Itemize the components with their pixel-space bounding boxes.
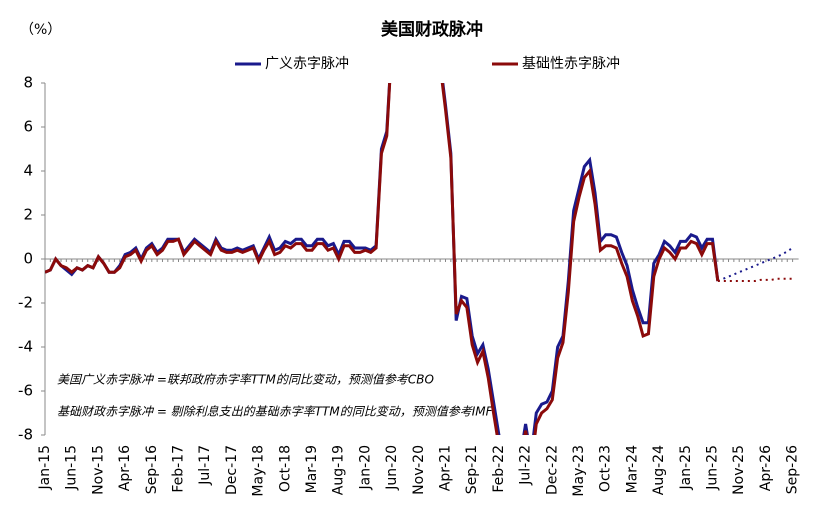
x-tick-label: Mar-19 xyxy=(304,445,320,493)
x-tick-label: Sep-21 xyxy=(464,445,480,494)
x-tick-label: Oct-18 xyxy=(277,445,293,492)
x-tick-label: Jun-15 xyxy=(64,445,80,491)
forecast-line xyxy=(717,277,793,282)
x-tick-label: Feb-17 xyxy=(171,445,187,493)
y-tick-label: 6 xyxy=(23,118,33,136)
x-tick-label: Dec-17 xyxy=(224,445,240,495)
x-tick-label: May-23 xyxy=(571,445,587,497)
x-tick-label: Aug-24 xyxy=(651,445,667,495)
x-tick-label: Jul-17 xyxy=(197,445,213,486)
y-tick-label: -6 xyxy=(18,382,33,400)
y-tick-label: 8 xyxy=(23,74,33,92)
x-tick-label: Sep-26 xyxy=(785,445,801,494)
y-tick-label: -4 xyxy=(18,338,33,356)
x-tick-label: Nov-20 xyxy=(411,445,427,495)
plot-area xyxy=(45,83,794,435)
x-tick-label: Feb-22 xyxy=(491,445,507,493)
y-tick-label: 2 xyxy=(23,206,33,224)
x-tick-label: Jan-25 xyxy=(678,445,694,490)
chart-title: 美国财政脉冲 xyxy=(381,19,483,40)
x-tick-label: Nov-25 xyxy=(731,445,747,495)
y-tick-label: -2 xyxy=(18,294,33,312)
x-tick-label: Apr-21 xyxy=(438,445,454,491)
series-line xyxy=(45,83,720,435)
annotation: 美国广义赤字脉冲 =联邦政府赤字率TTM的同比变动，预测值参考CBO xyxy=(57,373,434,387)
x-tick-label: Jun-25 xyxy=(705,445,721,491)
x-tick-label: Jan-15 xyxy=(37,445,53,490)
y-tick-label: 0 xyxy=(23,250,33,268)
x-tick-label: Jul-22 xyxy=(518,445,534,486)
legend-label: 基础性赤字脉冲 xyxy=(522,55,620,72)
y-unit: （%） xyxy=(20,22,61,38)
x-tick-label: May-18 xyxy=(251,445,267,497)
y-tick-label: 4 xyxy=(23,162,33,180)
x-tick-label: Apr-16 xyxy=(117,445,133,491)
x-tick-label: Jun-20 xyxy=(384,445,400,491)
y-tick-label: -8 xyxy=(18,426,33,444)
x-tick-label: Aug-19 xyxy=(331,445,347,495)
x-tick-label: Apr-26 xyxy=(758,445,774,491)
x-tick-label: Sep-16 xyxy=(144,445,160,494)
x-tick-label: Jan-20 xyxy=(357,445,373,490)
x-tick-label: Nov-15 xyxy=(90,445,106,495)
x-tick-label: Mar-24 xyxy=(624,445,640,493)
x-tick-label: Oct-23 xyxy=(598,445,614,492)
x-tick-label: Dec-22 xyxy=(544,445,560,495)
legend-label: 广义赤字脉冲 xyxy=(265,56,349,72)
annotation: 基础财政赤字脉冲 = 剔除利息支出的基础赤字率TTM的同比变动，预测值参考IMF xyxy=(57,405,494,419)
forecast-line xyxy=(717,247,794,282)
